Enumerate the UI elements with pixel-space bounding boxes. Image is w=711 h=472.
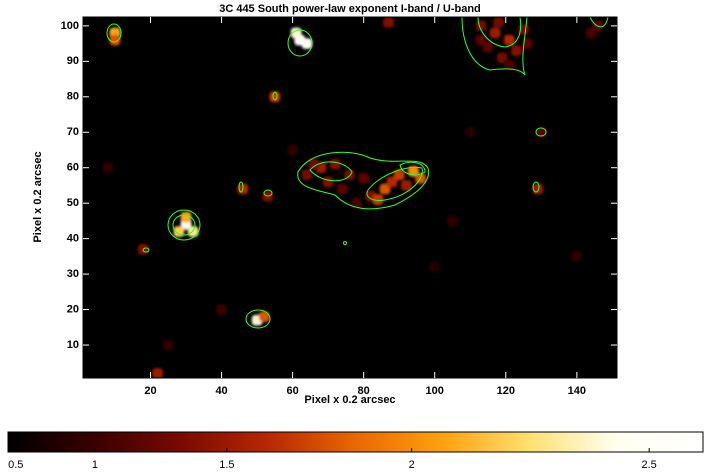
contour	[366, 166, 423, 201]
y-tick-label: 100	[61, 20, 79, 32]
heatmap-cell	[322, 176, 334, 188]
plot-area	[83, 17, 617, 378]
x-tick-label: 60	[286, 385, 298, 397]
heatmap-cell	[504, 59, 515, 71]
heatmap-cell	[447, 215, 458, 227]
y-tick-label: 70	[67, 126, 79, 138]
heatmap-cell	[351, 197, 362, 209]
x-tick-label: 20	[144, 385, 156, 397]
y-tick-label: 10	[67, 339, 79, 351]
x-tick-label: 140	[568, 385, 586, 397]
contour	[461, 17, 528, 76]
heatmap-cell	[585, 27, 597, 39]
heatmap-cell	[504, 34, 515, 46]
contour	[343, 241, 347, 245]
colorbar-tick-label: 1	[92, 459, 98, 471]
heatmap-cell	[109, 34, 121, 46]
heatmap-cell	[269, 91, 281, 103]
contours	[106, 17, 609, 329]
heatmap-cell	[429, 261, 441, 273]
heatmap-cell	[379, 183, 391, 195]
chart-title: 3C 445 South power-law exponent I-band /…	[219, 3, 481, 15]
contour	[172, 214, 196, 236]
y-tick-label: 90	[67, 55, 79, 67]
contour	[167, 209, 201, 241]
colorbar-tick-label: 0.5	[8, 459, 23, 471]
heatmap-cell	[571, 251, 583, 262]
y-tick-label: 80	[67, 91, 79, 103]
contour	[238, 181, 244, 193]
heatmap-cell	[337, 183, 348, 195]
heatmap-cell	[532, 183, 544, 195]
y-tick-label: 30	[67, 268, 79, 280]
heatmap-cell	[162, 339, 174, 351]
contour	[477, 17, 522, 48]
contour	[309, 161, 353, 182]
contour	[263, 189, 273, 197]
heatmap-cell	[408, 165, 419, 177]
heatmap-cell	[308, 158, 320, 170]
heatmap-cell	[102, 162, 114, 174]
heatmap-cell	[482, 41, 494, 53]
y-tick-label: 20	[67, 303, 79, 315]
colorbar-tick-label: 1.5	[219, 459, 234, 471]
heatmap-cell	[216, 304, 227, 315]
heatmap-cell	[383, 17, 394, 28]
colorbar-tick-label: 2	[409, 459, 415, 471]
contour	[535, 127, 547, 137]
heatmap-cell	[358, 173, 370, 184]
heatmap-cell	[393, 169, 405, 181]
x-tick-label: 100	[426, 385, 444, 397]
contour	[272, 91, 278, 101]
y-tick-label: 60	[67, 162, 79, 174]
plot-frame	[82, 16, 618, 379]
heatmap-cell	[372, 194, 384, 205]
heatmap-cell	[258, 311, 270, 322]
colorbar-tick-label: 2.5	[642, 459, 657, 471]
x-axis-label: Pixel x 0.2 arcsec	[304, 394, 395, 406]
contour	[142, 247, 150, 253]
x-tick-label: 120	[497, 385, 515, 397]
heatmap-cell	[386, 176, 398, 188]
heatmap-cell	[173, 226, 185, 237]
heatmap-cell	[287, 144, 298, 156]
y-tick-label: 40	[67, 233, 79, 245]
heatmap-cell	[329, 158, 341, 170]
heatmap-cell	[301, 169, 313, 181]
heatmap-cell	[489, 27, 501, 39]
heatmap-cell	[493, 17, 505, 28]
y-tick-label: 50	[67, 197, 79, 209]
contour	[297, 151, 430, 210]
heatmap-cell	[187, 226, 199, 237]
colorbar	[7, 431, 704, 453]
heatmap-cell	[152, 368, 163, 378]
contour	[106, 23, 122, 43]
heatmap-cell	[511, 45, 522, 57]
y-axis-label: Pixel x 0.2 arcsec	[32, 151, 44, 242]
contour	[287, 29, 313, 57]
heatmap-cell	[180, 212, 192, 223]
contour	[532, 181, 540, 193]
heatmap-cell	[301, 38, 313, 49]
x-tick-label: 40	[215, 385, 227, 397]
contour	[399, 161, 426, 176]
x-tick-label: 80	[358, 385, 370, 397]
heatmap-cell	[475, 34, 487, 46]
heatmap-cell	[496, 52, 508, 64]
contour	[245, 309, 271, 329]
heatmap-cell	[400, 180, 412, 191]
heatmap-cell	[464, 126, 476, 138]
